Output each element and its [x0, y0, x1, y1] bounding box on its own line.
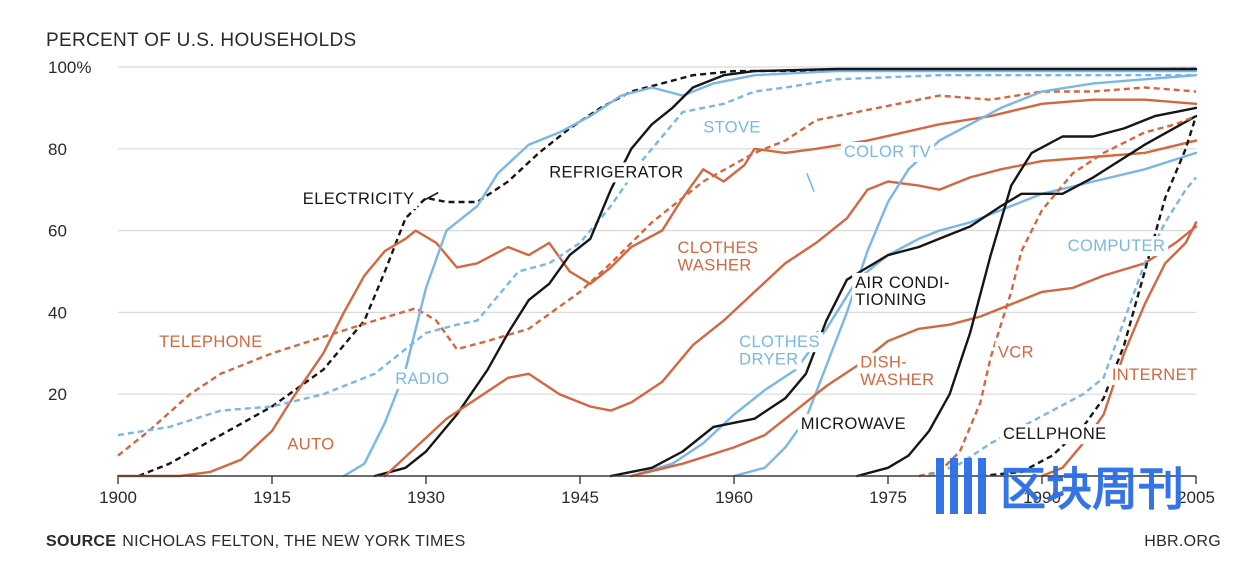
x-tick-label: 1975 — [869, 488, 907, 507]
series-label-bg — [857, 369, 938, 390]
series-label: ELECTRICITY — [303, 190, 415, 208]
series-label-bg — [840, 141, 935, 162]
series-label: DISH- — [860, 354, 907, 372]
series-label: CELLPHONE — [1003, 425, 1107, 443]
series-lines — [116, 67, 1198, 478]
series-line-radio — [342, 69, 1198, 478]
x-axis-ticks: 1900 1915 1930 1945 1960 1975 1990 2005 — [99, 476, 1215, 507]
series-label: WASHER — [678, 256, 752, 274]
x-tick-label: 1900 — [99, 488, 137, 507]
x-tick-label: 1960 — [715, 488, 753, 507]
series-label-bg — [852, 290, 930, 311]
series-line-cellphone — [980, 115, 1198, 478]
series-label-bg — [857, 352, 911, 373]
series-label-bg — [392, 368, 453, 389]
x-tick-label: 1990 — [1023, 488, 1061, 507]
label-leader-line — [806, 173, 815, 193]
source-text: NICHOLAS FELTON, THE NEW YORK TIMES — [122, 533, 465, 550]
y-tick-label: 80 — [48, 140, 67, 159]
series-label-bg — [674, 238, 762, 259]
series-label: REFRIGERATOR — [549, 163, 683, 181]
series-label: TIONING — [855, 291, 927, 309]
series-label-bg — [999, 424, 1110, 445]
watermark-mark-bar — [950, 458, 958, 514]
x-tick-label: 1945 — [561, 488, 599, 507]
series-label: STOVE — [703, 118, 761, 136]
watermark-mark-bar — [964, 458, 972, 514]
series-line-refrigerator — [373, 67, 1198, 478]
series-label: MICROWAVE — [801, 415, 906, 433]
x-tick-label: 2005 — [1177, 488, 1215, 507]
watermark-mark-bar — [936, 458, 944, 514]
series-label: INTERNET — [1112, 366, 1198, 384]
series-line-auto — [116, 98, 1198, 478]
series-label-bg — [736, 349, 802, 370]
credit-text: HBR.ORG — [1144, 533, 1221, 550]
series-label: RADIO — [395, 370, 449, 388]
series-line-washer — [383, 139, 1198, 478]
series-label: CLOTHES — [678, 239, 759, 257]
watermark-text: 区块周刊 — [1000, 463, 1184, 515]
grid — [118, 66, 1196, 395]
series-line-stove — [117, 74, 1196, 437]
series-label-bg — [674, 255, 755, 276]
series-label: CLOTHES — [739, 333, 820, 351]
watermark-mark-bar — [978, 458, 986, 514]
series-label-bg — [1064, 236, 1169, 257]
y-tick-label: 40 — [48, 303, 67, 322]
y-tick-label: 20 — [48, 385, 67, 404]
series-line-vcr — [918, 114, 1197, 478]
series-label-bg — [156, 332, 266, 353]
series-label-bg — [700, 117, 764, 138]
series-label: AUTO — [287, 435, 334, 453]
y-tick-label: 100% — [48, 58, 91, 77]
series-label-bg — [284, 434, 338, 455]
series-labels: ELECTRICITY TELEPHONE AUTO RADIO STOVE REFRIG… — [156, 117, 1201, 455]
series-line-electricity — [138, 67, 1197, 478]
source-line: SOURCE NICHOLAS FELTON, THE NEW YORK TIME… — [46, 533, 466, 550]
series-label-bg — [736, 332, 823, 353]
series-label-bg — [1108, 364, 1201, 385]
x-tick-label: 1915 — [253, 488, 291, 507]
series-label: DRYER — [739, 350, 798, 368]
series-line-colortv — [732, 74, 1198, 478]
series-line-dishwasher — [630, 225, 1198, 478]
series-line-aircon — [609, 114, 1198, 478]
label-leader-line — [420, 191, 439, 203]
source-label: SOURCE — [46, 533, 116, 550]
y-axis-ticks: 20 40 60 80 100% — [48, 58, 91, 404]
series-label-bg — [852, 272, 953, 293]
series-line-telephone — [117, 86, 1197, 457]
series-label: WASHER — [860, 371, 934, 389]
series-label: TELEPHONE — [159, 333, 263, 351]
series-label: COLOR TV — [844, 143, 931, 161]
chart-title: PERCENT OF U.S. HOUSEHOLDS — [46, 30, 356, 51]
series-label: VCR — [998, 343, 1034, 361]
series-label: AIR CONDI- — [855, 274, 950, 292]
series-label-bg — [797, 413, 910, 434]
series-line-internet — [1040, 221, 1198, 478]
series-line-microwave — [856, 106, 1198, 478]
series-label-bg — [299, 189, 418, 210]
x-tick-label: 1930 — [407, 488, 445, 507]
y-tick-label: 60 — [48, 222, 67, 241]
watermark: 区块周刊 — [936, 458, 1184, 515]
series-line-computer — [928, 176, 1197, 478]
series-label: COMPUTER — [1068, 237, 1166, 255]
series-label-bg — [994, 342, 1037, 363]
series-label-bg — [546, 162, 687, 183]
